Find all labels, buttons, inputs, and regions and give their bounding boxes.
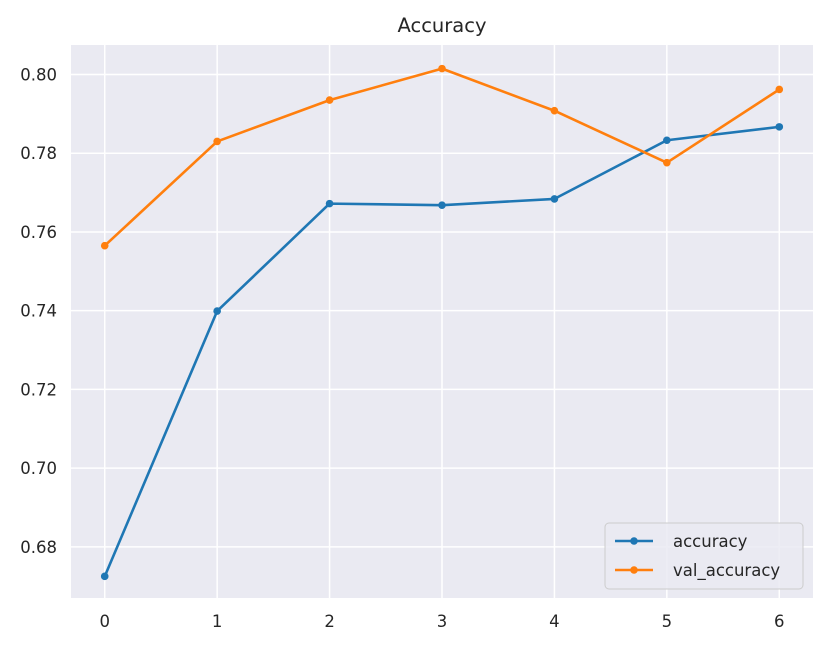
y-tick-label: 0.74: [20, 302, 57, 321]
series-accuracy: [100, 123, 784, 581]
x-tick-label: 0: [99, 612, 110, 631]
legend-marker: [630, 537, 638, 545]
data-point: [775, 85, 784, 94]
series-group: [100, 64, 784, 581]
x-axis-ticks: 0 1 2 3 4 5 6: [99, 612, 784, 631]
y-tick-label: 0.70: [20, 459, 57, 478]
y-tick-label: 0.68: [20, 538, 57, 557]
legend-label: accuracy: [673, 532, 748, 551]
data-point: [775, 123, 784, 131]
x-tick-label: 6: [774, 612, 785, 631]
data-point: [100, 572, 109, 581]
data-point: [325, 96, 334, 104]
data-point: [550, 195, 559, 203]
chart-title: Accuracy: [397, 14, 486, 37]
legend-item-val-accuracy: val_accuracy: [615, 561, 780, 581]
y-tick-label: 0.80: [20, 66, 57, 85]
x-tick-label: 1: [212, 612, 223, 631]
legend: accuracy val_accuracy: [604, 522, 804, 590]
data-point: [213, 137, 221, 146]
y-tick-label: 0.72: [20, 380, 57, 399]
y-tick-label: 0.76: [20, 223, 57, 242]
x-tick-label: 3: [437, 612, 448, 631]
legend-item-accuracy: accuracy: [615, 532, 748, 551]
x-tick-label: 2: [324, 612, 335, 631]
data-point: [438, 201, 446, 209]
legend-box: [604, 522, 804, 590]
data-point: [100, 241, 109, 250]
y-axis-ticks: 0.68 0.70 0.72 0.74 0.76 0.78 0.80: [20, 66, 57, 557]
data-point: [550, 106, 559, 115]
data-point: [663, 158, 671, 167]
grid-lines: [71, 45, 813, 598]
data-point: [438, 64, 446, 73]
data-point: [213, 307, 221, 315]
x-tick-label: 4: [549, 612, 560, 631]
data-point: [325, 199, 334, 208]
x-tick-label: 5: [662, 612, 673, 631]
legend-label: val_accuracy: [673, 561, 780, 581]
data-point: [663, 136, 671, 145]
series-val-accuracy: [100, 64, 784, 250]
y-tick-label: 0.78: [20, 144, 57, 163]
legend-marker: [630, 566, 638, 574]
